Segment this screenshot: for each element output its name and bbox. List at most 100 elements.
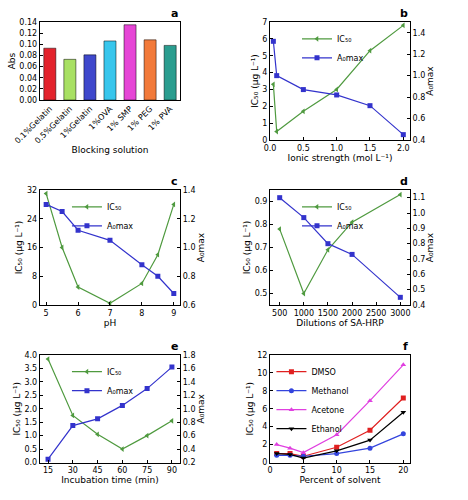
svg-text:1.0: 1.0 [413, 71, 426, 80]
svg-text:1% PVA: 1% PVA [146, 104, 174, 132]
svg-text:Percent of solvent: Percent of solvent [299, 475, 381, 485]
svg-text:0.00: 0.00 [19, 96, 37, 105]
svg-text:5: 5 [44, 309, 49, 318]
svg-text:0.6: 0.6 [255, 266, 268, 275]
svg-text:45: 45 [92, 466, 102, 475]
svg-text:1.2: 1.2 [183, 391, 196, 400]
svg-text:0.4: 0.4 [413, 301, 426, 310]
svg-text:0.08: 0.08 [19, 51, 37, 60]
svg-text:f: f [403, 340, 408, 353]
svg-text:A₀max: A₀max [425, 66, 435, 96]
svg-text:500: 500 [272, 309, 287, 318]
svg-text:0.5: 0.5 [413, 285, 426, 294]
svg-text:IC₅₀ (μg L⁻¹): IC₅₀ (μg L⁻¹) [245, 382, 255, 436]
svg-text:0: 0 [32, 301, 37, 310]
svg-text:8: 8 [32, 272, 37, 281]
svg-text:c: c [171, 175, 178, 188]
svg-text:0.0: 0.0 [264, 144, 277, 153]
svg-text:0.14: 0.14 [19, 18, 37, 27]
svg-text:Ionic strength (mol L⁻¹): Ionic strength (mol L⁻¹) [288, 153, 393, 163]
svg-text:IC₅₀: IC₅₀ [107, 203, 121, 212]
svg-text:Ethanol: Ethanol [311, 425, 341, 434]
svg-text:4: 4 [262, 68, 267, 77]
svg-text:Methanol: Methanol [311, 387, 348, 396]
svg-text:IC₅₀ (μg L⁻¹): IC₅₀ (μg L⁻¹) [242, 221, 252, 275]
svg-text:IC₅₀ (μg L⁻¹): IC₅₀ (μg L⁻¹) [250, 54, 260, 108]
svg-text:2: 2 [262, 102, 267, 111]
svg-text:A₀max: A₀max [337, 54, 363, 63]
svg-text:0.06: 0.06 [19, 62, 37, 71]
svg-text:20: 20 [398, 466, 408, 475]
svg-text:0.5: 0.5 [24, 445, 37, 454]
svg-text:1.5: 1.5 [24, 418, 37, 427]
svg-text:0.8: 0.8 [255, 220, 268, 229]
svg-text:1.0: 1.0 [330, 144, 343, 153]
svg-text:0.8: 0.8 [413, 239, 426, 248]
svg-text:0.5%Gelatin: 0.5%Gelatin [33, 104, 74, 145]
svg-text:0.4: 0.4 [413, 136, 426, 145]
svg-text:0.6: 0.6 [183, 301, 196, 310]
svg-text:A₀max: A₀max [425, 232, 435, 262]
svg-text:e: e [171, 340, 178, 353]
svg-text:30: 30 [68, 466, 78, 475]
svg-text:0.02: 0.02 [19, 85, 37, 94]
svg-text:DMSO: DMSO [311, 368, 335, 377]
svg-text:5: 5 [262, 52, 267, 61]
svg-text:15: 15 [365, 466, 375, 475]
svg-text:0.8: 0.8 [183, 272, 196, 281]
svg-text:0: 0 [267, 466, 272, 475]
svg-text:A₀max: A₀max [107, 387, 133, 396]
svg-text:75: 75 [142, 466, 152, 475]
svg-text:1.0: 1.0 [413, 209, 426, 218]
svg-text:1.0: 1.0 [24, 431, 37, 440]
svg-text:1.0: 1.0 [183, 243, 196, 252]
svg-text:16: 16 [27, 243, 37, 252]
svg-text:1.1: 1.1 [413, 193, 426, 202]
svg-text:6: 6 [262, 35, 267, 44]
svg-text:4: 4 [262, 422, 267, 431]
svg-text:3.5: 3.5 [24, 364, 37, 373]
svg-text:0.04: 0.04 [19, 74, 37, 83]
svg-text:0.12: 0.12 [19, 29, 37, 38]
svg-text:pH: pH [104, 318, 116, 328]
svg-text:15: 15 [43, 466, 53, 475]
svg-text:A₀max: A₀max [196, 232, 206, 262]
svg-text:IC₅₀ (μg L⁻¹): IC₅₀ (μg L⁻¹) [12, 382, 22, 436]
svg-text:d: d [400, 175, 408, 188]
svg-text:0.5: 0.5 [297, 144, 310, 153]
svg-text:0.7: 0.7 [413, 255, 426, 264]
svg-text:3: 3 [262, 85, 267, 94]
svg-text:1.5: 1.5 [364, 144, 377, 153]
svg-text:0.9: 0.9 [413, 224, 426, 233]
svg-text:0.4: 0.4 [183, 445, 196, 454]
svg-text:8: 8 [262, 387, 267, 396]
svg-text:10: 10 [257, 369, 267, 378]
svg-text:6: 6 [262, 405, 267, 414]
svg-text:90: 90 [167, 466, 177, 475]
svg-text:1000: 1000 [294, 309, 314, 318]
svg-text:IC₅₀: IC₅₀ [107, 368, 121, 377]
svg-text:12: 12 [257, 351, 267, 360]
svg-text:0.9: 0.9 [255, 197, 268, 206]
svg-text:5: 5 [301, 466, 306, 475]
svg-text:IC₅₀: IC₅₀ [337, 203, 351, 212]
svg-text:7: 7 [262, 18, 267, 27]
svg-text:2.0: 2.0 [24, 405, 37, 414]
svg-text:3.0: 3.0 [24, 378, 37, 387]
svg-text:2.0: 2.0 [397, 144, 410, 153]
svg-text:9: 9 [171, 309, 176, 318]
svg-text:A₀max: A₀max [107, 222, 133, 231]
svg-text:IC₅₀ (μg L⁻¹): IC₅₀ (μg L⁻¹) [14, 221, 24, 275]
svg-text:2.5: 2.5 [24, 391, 37, 400]
svg-text:0.8: 0.8 [413, 93, 426, 102]
svg-text:1%Gelatin: 1%Gelatin [59, 104, 95, 140]
svg-text:1%OVA: 1%OVA [87, 104, 114, 131]
svg-text:0.6: 0.6 [413, 114, 426, 123]
svg-text:7: 7 [107, 309, 112, 318]
svg-text:A₀max: A₀max [196, 393, 206, 423]
svg-text:Blocking solution: Blocking solution [72, 145, 149, 155]
svg-text:3000: 3000 [390, 309, 410, 318]
svg-text:2: 2 [262, 440, 267, 449]
svg-text:1.0: 1.0 [183, 405, 196, 414]
svg-text:24: 24 [27, 215, 37, 224]
